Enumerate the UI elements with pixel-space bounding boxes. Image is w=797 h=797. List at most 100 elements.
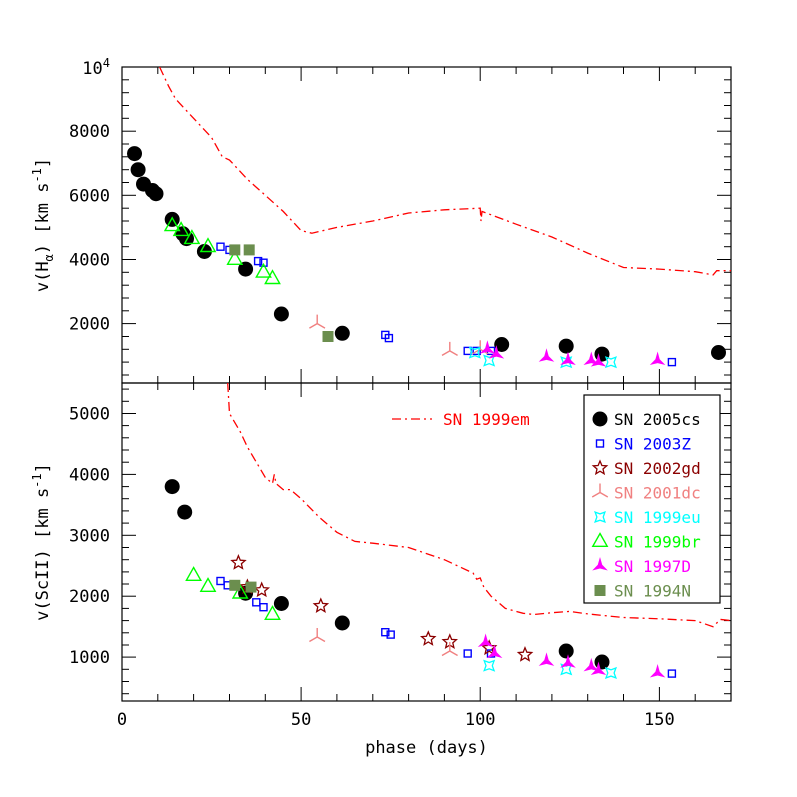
- point-sn-1997d: [538, 348, 555, 362]
- point-sn-1997d: [649, 664, 666, 678]
- legend-label-sn-1999em: SN 1999em: [443, 410, 530, 429]
- series-line-sn-1999em: [159, 67, 731, 276]
- point-sn-1999br: [163, 216, 181, 232]
- y-tick-label-top: 104: [82, 56, 110, 79]
- point-sn-1999br: [264, 269, 281, 285]
- legend-label-sn-2003z: SN 2003Z: [614, 435, 691, 454]
- x-tick-label: 150: [644, 710, 675, 730]
- legend-label-sn-2005cs: SN 2005cs: [614, 410, 701, 429]
- point-sn-2005cs: [177, 504, 193, 520]
- y-tick-label: 6000: [69, 186, 110, 206]
- point-sn-1997d: [479, 340, 496, 354]
- point-sn-2002gd: [480, 639, 498, 656]
- y-tick-label: 5000: [69, 405, 110, 425]
- point-sn-1999br: [264, 605, 281, 620]
- point-sn-2003z: [216, 242, 225, 251]
- point-sn-2005cs: [130, 162, 146, 178]
- point-sn-2005cs: [164, 479, 180, 495]
- point-sn-1999eu: [560, 356, 573, 369]
- point-sn-2003z: [384, 333, 394, 343]
- point-sn-2003z: [216, 576, 225, 586]
- point-sn-2002gd: [230, 553, 247, 570]
- point-sn-1994n: [245, 581, 257, 593]
- point-sn-1999br: [185, 566, 202, 581]
- legend: SN 1999em SN 2005cs SN 2003Z SN 2002gd SN 20…: [392, 394, 721, 604]
- point-sn-2005cs: [238, 261, 254, 277]
- point-sn-2005cs: [334, 325, 350, 341]
- point-sn-2002gd: [253, 581, 271, 598]
- point-sn-2005cs: [711, 345, 726, 360]
- plot-frame: [121, 66, 732, 384]
- y-tick-label: 3000: [69, 526, 110, 546]
- y-tick-label: 2000: [69, 587, 110, 607]
- top-panel-halpha: 2000 4000 6000 8000 104 v(Hα) [km s-1]: [30, 56, 732, 384]
- point-sn-2001dc: [441, 642, 458, 657]
- point-sn-2005cs: [494, 337, 510, 352]
- point-sn-2005cs: [148, 186, 164, 202]
- legend-label-sn-1999eu: SN 1999eu: [614, 508, 701, 527]
- x-tick-label: 100: [465, 710, 496, 730]
- point-sn-1994n: [229, 579, 241, 591]
- point-sn-2005cs: [164, 211, 180, 227]
- point-sn-1994n: [229, 244, 241, 256]
- point-sn-1994n: [322, 331, 334, 342]
- point-sn-1999eu: [604, 666, 617, 679]
- data-layer: [164, 383, 731, 679]
- bottom-panel-scii: 1000 2000 3000 4000 5000 0 50 100 150 v(ScII) [km…: [30, 382, 732, 758]
- point-sn-2003z: [472, 346, 481, 356]
- legend-marker-sn-1997d: [592, 557, 608, 571]
- y-tick-label: 4000: [69, 465, 110, 485]
- point-sn-1997d: [560, 654, 576, 668]
- point-sn-1999br: [183, 229, 201, 245]
- legend-label-sn-1997d: SN 1997D: [614, 557, 691, 576]
- y-tick-label: 4000: [69, 251, 110, 271]
- point-sn-1997d: [590, 661, 607, 675]
- point-sn-2005cs: [273, 596, 289, 611]
- y-tick-label: 1000: [69, 648, 110, 668]
- plot-frame: [121, 382, 732, 702]
- point-sn-2001dc: [309, 314, 326, 329]
- point-sn-1997d: [590, 353, 607, 367]
- point-sn-1999br: [199, 237, 217, 253]
- x-axis-label: phase (days): [365, 738, 488, 758]
- point-sn-2005cs: [558, 643, 574, 659]
- point-sn-1994n: [243, 244, 255, 256]
- point-sn-2002gd: [516, 645, 534, 662]
- point-sn-1997d: [583, 351, 600, 365]
- point-sn-1999eu: [468, 346, 481, 359]
- point-sn-2005cs: [127, 146, 142, 162]
- point-sn-2005cs: [558, 338, 574, 354]
- data-layer: [127, 67, 731, 369]
- point-sn-1999br: [255, 262, 272, 278]
- point-sn-2001dc: [309, 628, 326, 643]
- point-sn-1999br: [172, 221, 190, 237]
- legend-marker-sn-1999eu: [594, 511, 606, 523]
- point-sn-2005cs: [334, 615, 350, 631]
- y-axis-label: v(Hα) [km s-1]: [30, 158, 56, 292]
- point-sn-2001dc: [441, 341, 458, 357]
- point-sn-2005cs: [273, 306, 289, 322]
- point-sn-2003z: [381, 628, 390, 637]
- point-sn-2003z: [386, 630, 395, 639]
- series-line-sn-1999em: [227, 383, 731, 628]
- y-axis-label: v(ScII) [km s-1]: [30, 463, 53, 621]
- point-sn-1997d: [538, 652, 555, 666]
- point-sn-1999br: [226, 250, 244, 265]
- legend-label-sn-2002gd: SN 2002gd: [614, 459, 701, 478]
- x-tick-label: 0: [117, 710, 127, 730]
- point-sn-1997d: [477, 633, 494, 647]
- point-sn-1997d: [649, 351, 666, 365]
- legend-marker-sn-2002gd: [591, 459, 609, 476]
- point-sn-1997d: [486, 644, 503, 658]
- point-sn-1999br: [231, 583, 249, 599]
- point-sn-2003z: [463, 649, 472, 658]
- legend-marker-sn-1999br: [591, 532, 609, 547]
- legend-marker-sn-1994n: [594, 585, 606, 596]
- point-sn-2002gd: [419, 630, 437, 646]
- point-sn-1997d: [488, 345, 505, 359]
- legend-box: [583, 394, 721, 604]
- point-sn-2003z: [667, 669, 677, 678]
- point-sn-1997d: [583, 657, 600, 672]
- point-sn-1997d: [560, 351, 576, 365]
